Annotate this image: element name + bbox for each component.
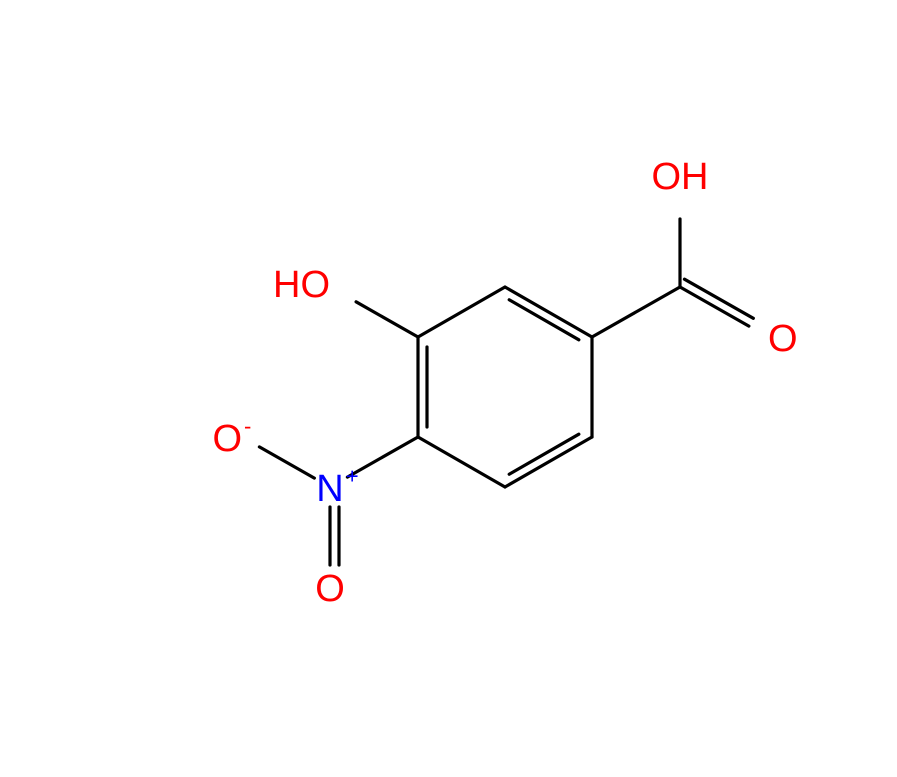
atom-label-o5: O: [315, 568, 345, 610]
molecule-diagram: OHOHON+O-O: [0, 0, 897, 777]
atom-label-n1: N: [316, 468, 343, 510]
atom-label-o2: O: [768, 318, 798, 360]
atom-label-o3: HO: [273, 264, 330, 306]
atom-charge-n1: +: [346, 463, 359, 488]
atom-label-o1: OH: [652, 156, 709, 198]
atom-label-o4: O: [212, 418, 242, 460]
atom-charge-o4: -: [244, 413, 251, 438]
